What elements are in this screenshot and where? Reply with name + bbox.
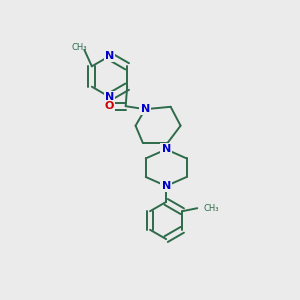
- Text: O: O: [104, 101, 114, 111]
- Text: N: N: [161, 181, 171, 191]
- Text: CH₃: CH₃: [71, 43, 87, 52]
- Text: N: N: [140, 104, 150, 114]
- Text: N: N: [161, 144, 171, 154]
- Text: N: N: [105, 51, 114, 61]
- Text: N: N: [105, 92, 114, 102]
- Text: CH₃: CH₃: [204, 204, 219, 213]
